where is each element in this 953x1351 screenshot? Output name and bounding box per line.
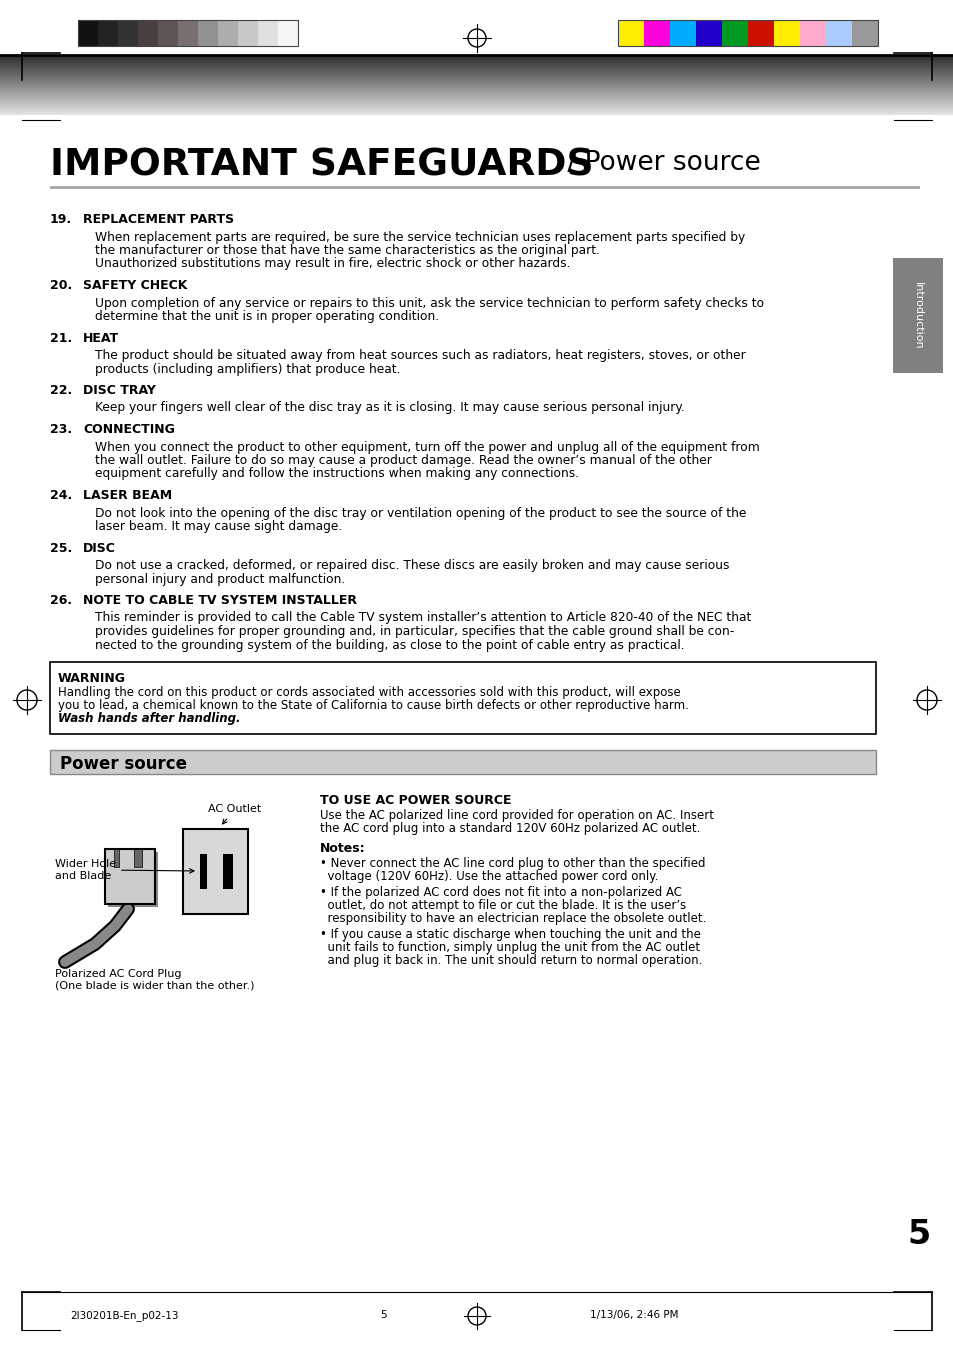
Text: TO USE AC POWER SOURCE: TO USE AC POWER SOURCE <box>319 794 511 807</box>
Bar <box>78 20 98 46</box>
Bar <box>257 20 277 46</box>
Text: Unauthorized substitutions may result in fire, electric shock or other hazards.: Unauthorized substitutions may result in… <box>95 258 570 270</box>
Text: the AC cord plug into a standard 120V 60Hz polarized AC outlet.: the AC cord plug into a standard 120V 60… <box>319 821 700 835</box>
Text: 5: 5 <box>379 1310 386 1320</box>
Bar <box>747 20 773 46</box>
Text: AC Outlet: AC Outlet <box>208 804 261 824</box>
Text: 2I30201B-En_p02-13: 2I30201B-En_p02-13 <box>70 1310 178 1321</box>
Text: Power source: Power source <box>60 755 187 773</box>
Text: Do not look into the opening of the disc tray or ventilation opening of the prod: Do not look into the opening of the disc… <box>95 507 745 520</box>
Text: 1/13/06, 2:46 PM: 1/13/06, 2:46 PM <box>589 1310 678 1320</box>
Bar <box>50 750 875 774</box>
Text: products (including amplifiers) that produce heat.: products (including amplifiers) that pro… <box>95 362 400 376</box>
Text: the manufacturer or those that have the same characteristics as the original par: the manufacturer or those that have the … <box>95 245 599 257</box>
Text: Wider Hole
and Blade: Wider Hole and Blade <box>55 859 193 881</box>
Text: This reminder is provided to call the Cable TV system installer’s attention to A: This reminder is provided to call the Ca… <box>95 612 751 624</box>
Bar <box>158 20 178 46</box>
Bar <box>78 20 297 46</box>
Text: Polarized AC Cord Plug
(One blade is wider than the other.): Polarized AC Cord Plug (One blade is wid… <box>55 969 254 990</box>
Text: When you connect the product to other equipment, turn off the power and unplug a: When you connect the product to other eq… <box>95 440 759 454</box>
Text: HEAT: HEAT <box>83 331 119 345</box>
Text: Notes:: Notes: <box>319 842 365 855</box>
Text: you to lead, a chemical known to the State of California to cause birth defects : you to lead, a chemical known to the Sta… <box>58 698 688 712</box>
Text: Keep your fingers well clear of the disc tray as it is closing. It may cause ser: Keep your fingers well clear of the disc… <box>95 401 684 415</box>
Text: WARNING: WARNING <box>58 671 126 685</box>
Bar <box>851 20 877 46</box>
Bar <box>108 852 158 907</box>
Bar <box>200 854 207 889</box>
Text: DISC TRAY: DISC TRAY <box>83 384 155 397</box>
Text: The product should be situated away from heat sources such as radiators, heat re: The product should be situated away from… <box>95 349 745 362</box>
Text: and plug it back in. The unit should return to normal operation.: and plug it back in. The unit should ret… <box>319 954 701 967</box>
Text: SAFETY CHECK: SAFETY CHECK <box>83 280 187 292</box>
Text: • Never connect the AC line cord plug to other than the specified: • Never connect the AC line cord plug to… <box>319 857 705 870</box>
Text: the wall outlet. Failure to do so may cause a product damage. Read the owner’s m: the wall outlet. Failure to do so may ca… <box>95 454 711 467</box>
Text: 23.: 23. <box>50 423 72 436</box>
Bar <box>643 20 669 46</box>
Bar <box>223 854 233 889</box>
Bar <box>113 848 119 867</box>
Text: laser beam. It may cause sight damage.: laser beam. It may cause sight damage. <box>95 520 342 534</box>
Bar <box>773 20 800 46</box>
Text: 5: 5 <box>906 1219 929 1251</box>
Text: 22.: 22. <box>50 384 72 397</box>
Text: IMPORTANT SAFEGUARDS: IMPORTANT SAFEGUARDS <box>50 149 593 184</box>
Bar <box>50 662 875 734</box>
Text: responsibility to have an electrician replace the obsolete outlet.: responsibility to have an electrician re… <box>319 912 705 925</box>
Text: determine that the unit is in proper operating condition.: determine that the unit is in proper ope… <box>95 309 438 323</box>
Text: Use the AC polarized line cord provided for operation on AC. Insert: Use the AC polarized line cord provided … <box>319 809 713 821</box>
Bar <box>892 258 942 373</box>
Text: 25.: 25. <box>50 542 72 554</box>
Text: provides guidelines for proper grounding and, in particular, specifies that the : provides guidelines for proper grounding… <box>95 626 734 638</box>
Text: voltage (120V 60Hz). Use the attached power cord only.: voltage (120V 60Hz). Use the attached po… <box>319 870 658 884</box>
Bar <box>825 20 851 46</box>
Bar <box>721 20 747 46</box>
Bar <box>98 20 118 46</box>
Text: Introduction: Introduction <box>912 282 923 350</box>
Bar <box>618 20 877 46</box>
Text: Wash hands after handling.: Wash hands after handling. <box>58 712 240 725</box>
Bar <box>183 830 248 915</box>
Bar <box>618 20 643 46</box>
Text: unit fails to function, simply unplug the unit from the AC outlet: unit fails to function, simply unplug th… <box>319 942 700 954</box>
Bar <box>669 20 696 46</box>
Text: / Power source: / Power source <box>558 150 760 176</box>
Text: LASER BEAM: LASER BEAM <box>83 489 172 503</box>
Bar <box>138 20 158 46</box>
Text: outlet, do not attempt to file or cut the blade. It is the user’s: outlet, do not attempt to file or cut th… <box>319 898 685 912</box>
Bar <box>218 20 237 46</box>
Text: 20.: 20. <box>50 280 72 292</box>
Bar <box>800 20 825 46</box>
Bar <box>277 20 297 46</box>
Bar <box>178 20 198 46</box>
Text: When replacement parts are required, be sure the service technician uses replace: When replacement parts are required, be … <box>95 231 744 243</box>
Bar <box>50 186 919 189</box>
Text: Upon completion of any service or repairs to this unit, ask the service technici: Upon completion of any service or repair… <box>95 296 763 309</box>
Text: NOTE TO CABLE TV SYSTEM INSTALLER: NOTE TO CABLE TV SYSTEM INSTALLER <box>83 594 356 607</box>
Text: 19.: 19. <box>50 213 72 226</box>
Text: • If the polarized AC cord does not fit into a non-polarized AC: • If the polarized AC cord does not fit … <box>319 886 681 898</box>
Text: 24.: 24. <box>50 489 72 503</box>
Text: CONNECTING: CONNECTING <box>83 423 174 436</box>
Bar <box>133 848 142 867</box>
Text: personal injury and product malfunction.: personal injury and product malfunction. <box>95 573 345 585</box>
Bar <box>118 20 138 46</box>
Text: • If you cause a static discharge when touching the unit and the: • If you cause a static discharge when t… <box>319 928 700 942</box>
Text: Handling the cord on this product or cords associated with accessories sold with: Handling the cord on this product or cor… <box>58 686 680 698</box>
Text: Do not use a cracked, deformed, or repaired disc. These discs are easily broken : Do not use a cracked, deformed, or repai… <box>95 559 729 571</box>
Text: nected to the grounding system of the building, as close to the point of cable e: nected to the grounding system of the bu… <box>95 639 684 651</box>
Bar <box>198 20 218 46</box>
Bar <box>105 848 154 904</box>
Text: DISC: DISC <box>83 542 115 554</box>
Bar <box>696 20 721 46</box>
Text: 26.: 26. <box>50 594 72 607</box>
Text: 21.: 21. <box>50 331 72 345</box>
Text: REPLACEMENT PARTS: REPLACEMENT PARTS <box>83 213 233 226</box>
Text: equipment carefully and follow the instructions when making any connections.: equipment carefully and follow the instr… <box>95 467 578 481</box>
Bar <box>237 20 257 46</box>
